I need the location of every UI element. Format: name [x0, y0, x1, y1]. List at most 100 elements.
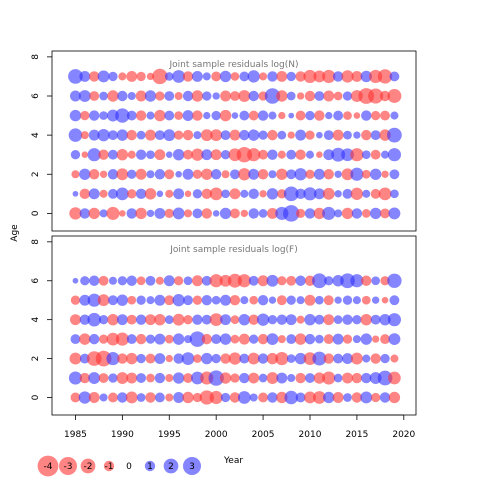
bubble-age4-2017 — [370, 314, 381, 325]
bubble-age0-2014 — [343, 393, 352, 402]
bubble-age1-1985 — [68, 371, 83, 385]
bubble-age5-2007 — [276, 295, 287, 306]
bubble-age0-1998 — [192, 208, 203, 219]
legend-item: 2 — [163, 458, 179, 474]
bubble-age0-1986 — [79, 208, 91, 219]
bubble-age1-1995 — [165, 374, 174, 383]
bubble-age6-1997 — [183, 276, 193, 286]
legend-item: -3 — [58, 456, 78, 476]
bubble-age4-2004 — [248, 314, 259, 325]
bubble-age4-2005 — [258, 130, 268, 140]
bubble-age0-2016 — [360, 391, 373, 404]
bubble-age2-2017 — [370, 353, 381, 364]
y-tick-label: 2 — [31, 171, 41, 177]
bubble-age3-2013 — [332, 333, 344, 345]
bubble-age2-1988 — [99, 170, 108, 178]
bubble-age5-2012 — [323, 295, 334, 306]
bubble-age5-1998 — [192, 295, 203, 305]
bubble-age6-1987 — [89, 91, 100, 101]
bubble-age2-1993 — [145, 353, 156, 364]
bubble-age0-1987 — [88, 392, 100, 403]
bubble-age7-2012 — [322, 69, 336, 84]
bubble-age0-2000 — [209, 390, 223, 405]
bubble-age6-1998 — [191, 275, 203, 287]
bubble-age7-1989 — [108, 71, 118, 82]
panel-1: Joint sample residuals log(N) 0 2 4 6 8 — [31, 50, 417, 232]
bubble-age4-1985 — [68, 128, 83, 142]
bubble-age6-1999 — [201, 275, 212, 286]
bubble-age0-1995 — [164, 208, 174, 219]
bubble-age4-1986 — [80, 131, 89, 140]
x-tick-label: 2015 — [345, 430, 368, 440]
bubble-age4-2013 — [332, 129, 344, 141]
bubble-age4-2003 — [239, 129, 250, 141]
bubble-age5-1988 — [97, 294, 110, 307]
bubble-age2-1992 — [135, 168, 147, 180]
bubble-age3-1990 — [115, 332, 129, 346]
bubble-age5-1985 — [69, 109, 82, 122]
bubble-age1-1992 — [135, 188, 147, 200]
bubble-age2-2010 — [305, 169, 315, 179]
bubble-age5-2009 — [296, 296, 305, 305]
bubble-age7-1987 — [89, 71, 100, 82]
bubble-age3-2000 — [211, 334, 222, 345]
bubble-age7-1990 — [118, 72, 127, 81]
bubble-age3-1994 — [154, 333, 166, 345]
bubble-age5-2013 — [333, 110, 344, 121]
bubble-age6-1990 — [117, 276, 128, 286]
bubble-age1-1998 — [191, 371, 204, 385]
bubble-age5-1996 — [174, 111, 184, 120]
bubble-age5-1990 — [115, 108, 130, 123]
bubble-age4-2004 — [248, 129, 260, 141]
bubble-age1-2002 — [229, 188, 241, 200]
bubble-age7-1997 — [182, 71, 194, 82]
bubble-age3-1993 — [146, 150, 155, 160]
bubble-age5-2001 — [219, 109, 232, 122]
bubble-age4-1994 — [154, 130, 165, 141]
bubble-age0-2002 — [229, 392, 241, 403]
legend-bubble — [37, 455, 59, 477]
bubble-age7-1994 — [152, 68, 168, 85]
bubble-age2-2014 — [342, 353, 353, 365]
bubble-age5-1999 — [201, 295, 212, 306]
bubble-age7-1985 — [68, 69, 83, 84]
bubble-age3-2007 — [277, 335, 286, 344]
bubble-age4-2001 — [220, 130, 231, 141]
bubble-age1-1998 — [192, 189, 203, 199]
y-tick-label: 2 — [31, 356, 41, 362]
bubble-age3-1998 — [191, 148, 204, 161]
bubble-age5-2003 — [240, 296, 249, 305]
bubble-age1-2019 — [388, 371, 401, 385]
bubble-age0-2017 — [371, 392, 381, 403]
bubble-age3-1985 — [70, 150, 81, 160]
bubble-age7-1998 — [191, 70, 203, 82]
legend-item: -4 — [37, 455, 59, 477]
y-tick-label: 8 — [31, 54, 41, 60]
bubble-age7-2015 — [351, 70, 363, 82]
bubble-age2-1998 — [192, 169, 203, 179]
bubble-age4-2006 — [267, 315, 278, 325]
bubble-age7-2014 — [341, 70, 354, 83]
bubble-age6-2014 — [340, 273, 355, 289]
bubble-age2-2006 — [268, 170, 277, 179]
bubble-age5-1996 — [172, 294, 185, 307]
bubble-age6-2011 — [312, 273, 327, 289]
bubble-age6-1994 — [155, 91, 165, 101]
bubble-age4-2005 — [256, 313, 270, 326]
bubble-age0-1999 — [201, 208, 212, 219]
bubble-age0-1985 — [70, 392, 81, 403]
bubble-age0-2019 — [388, 391, 401, 404]
legend-bubble — [58, 456, 78, 476]
bubble-age6-1992 — [136, 276, 146, 286]
bubble-age0-1989 — [106, 206, 120, 220]
bubble-age7-2011 — [313, 70, 326, 83]
bubble-age7-2001 — [219, 70, 232, 83]
bubble-age3-2012 — [323, 149, 335, 161]
bubble-age5-2016 — [361, 110, 372, 121]
bubble-age2-1999 — [201, 168, 213, 180]
bubble-age4-2014 — [342, 314, 353, 325]
bubble-age3-1997 — [183, 149, 193, 160]
bubble-age0-2004 — [249, 393, 258, 402]
bubble-age0-1989 — [108, 392, 118, 403]
bubble-age4-1993 — [145, 314, 156, 326]
